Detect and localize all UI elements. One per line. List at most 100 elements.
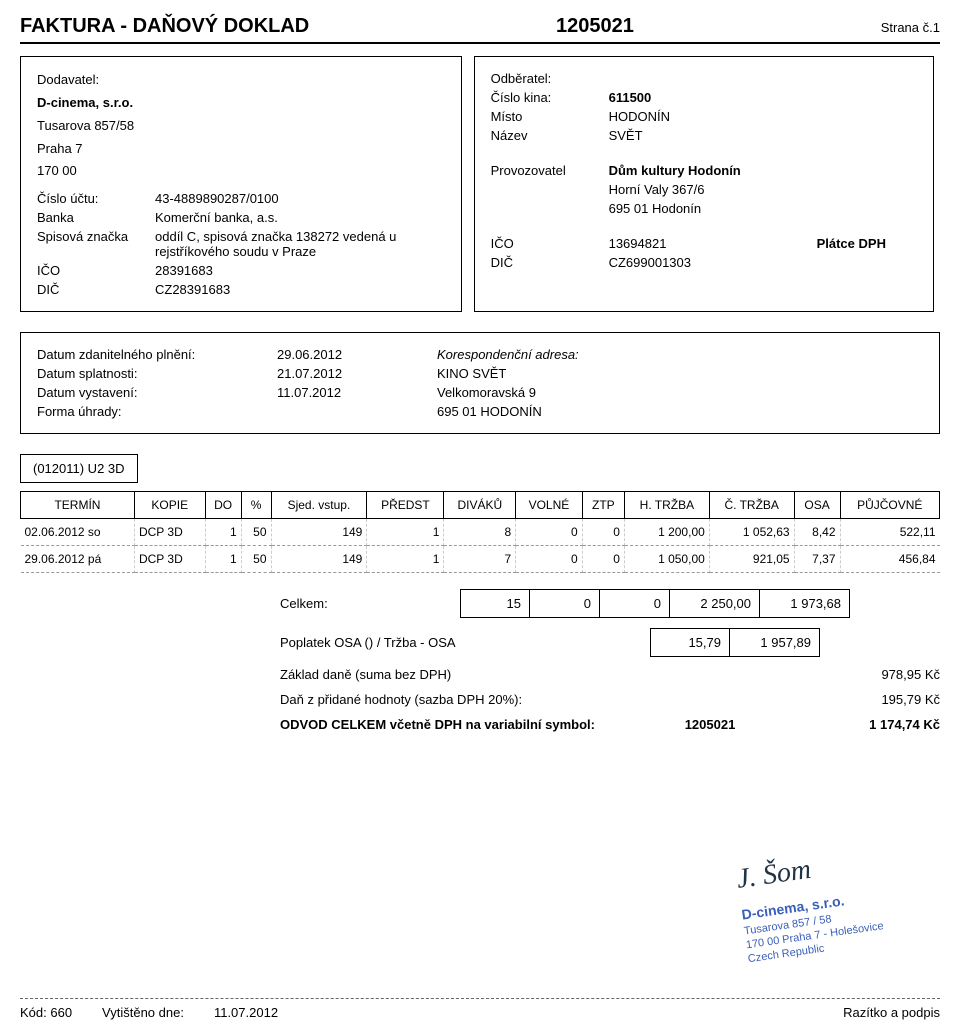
sup-ico-value: 28391683: [155, 263, 445, 278]
zaklad-value: 978,95 Kč: [700, 667, 940, 682]
sup-dic-label: DIČ: [37, 282, 147, 297]
table-cell: 522,11: [840, 519, 939, 546]
supplier-addr1: Tusarova 857/58: [37, 117, 445, 136]
table-cell: 50: [241, 546, 271, 573]
kino-label: Číslo kina:: [491, 90, 601, 105]
table-cell: DCP 3D: [134, 546, 205, 573]
cust-dic-value: CZ699001303: [609, 255, 809, 270]
doc-title: FAKTURA - DAŇOVÝ DOKLAD: [20, 15, 309, 38]
supplier-addr2: Praha 7: [37, 140, 445, 159]
prov-label: Provozovatel: [491, 163, 601, 178]
table-cell: 0: [516, 546, 582, 573]
splat-label: Datum splatnosti:: [37, 366, 237, 381]
line-items-table: TERMÍNKOPIEDO%Sjed. vstup.PŘEDSTDIVÁKŮVO…: [20, 491, 940, 573]
table-cell: 0: [582, 546, 624, 573]
celkem-v0: 15: [460, 589, 530, 618]
table-cell: 921,05: [709, 546, 794, 573]
platce-label: Plátce DPH: [817, 236, 917, 251]
col-header: Č. TRŽBA: [709, 492, 794, 519]
col-header: %: [241, 492, 271, 519]
osa-label: Poplatek OSA () / Tržba - OSA: [280, 635, 650, 650]
footer-tisk-value: 11.07.2012: [214, 1005, 278, 1020]
celkem-v2: 0: [600, 589, 670, 618]
parties-section: Dodavatel: D-cinema, s.r.o. Tusarova 857…: [20, 56, 940, 312]
table-cell: DCP 3D: [134, 519, 205, 546]
dates-box: Datum zdanitelného plnění: 29.06.2012 Ko…: [20, 332, 940, 434]
table-cell: 1 052,63: [709, 519, 794, 546]
col-header: Sjed. vstup.: [271, 492, 367, 519]
table-cell: 7: [444, 546, 516, 573]
file-value: oddíl C, spisová značka 138272 vedená u …: [155, 229, 445, 259]
col-header: TERMÍN: [21, 492, 135, 519]
celkem-v3: 2 250,00: [670, 589, 760, 618]
cust-addr2: 695 01 Hodonín: [609, 201, 809, 216]
cust-dic-label: DIČ: [491, 255, 601, 270]
page-label: Strana č.1: [881, 20, 940, 35]
celkem-v4: 1 973,68: [760, 589, 850, 618]
kor-line2: Velkomoravská 9: [437, 385, 697, 400]
supplier-name: D-cinema, s.r.o.: [37, 94, 445, 113]
cust-ico-value: 13694821: [609, 236, 809, 251]
table-cell: 1: [205, 519, 241, 546]
footer: Kód: 660 Vytištěno dne: 11.07.2012 Razít…: [20, 998, 940, 1020]
misto-label: Místo: [491, 109, 601, 124]
stamp: J. Šom D-cinema, s.r.o. Tusarova 857 / 5…: [735, 843, 887, 967]
col-header: DIVÁKŮ: [444, 492, 516, 519]
supplier-zip: 170 00: [37, 162, 445, 181]
table-cell: 29.06.2012 pá: [21, 546, 135, 573]
col-header: OSA: [794, 492, 840, 519]
osa-v1: 1 957,89: [730, 628, 820, 657]
table-cell: 456,84: [840, 546, 939, 573]
col-header: VOLNÉ: [516, 492, 582, 519]
col-header: H. TRŽBA: [624, 492, 709, 519]
supplier-box: Dodavatel: D-cinema, s.r.o. Tusarova 857…: [20, 56, 462, 312]
table-cell: 149: [271, 519, 367, 546]
table-cell: 7,37: [794, 546, 840, 573]
dan-row: Daň z přidané hodnoty (sazba DPH 20%): 1…: [280, 692, 940, 707]
celkem-label: Celkem:: [280, 596, 460, 611]
table-cell: 1: [367, 519, 444, 546]
table-cell: 1: [205, 546, 241, 573]
file-label: Spisová značka: [37, 229, 147, 259]
document-header: FAKTURA - DAŇOVÝ DOKLAD 1205021 Strana č…: [20, 15, 940, 44]
osa-row: Poplatek OSA () / Tržba - OSA 15,79 1 95…: [280, 628, 940, 657]
odvod-num: 1205021: [660, 717, 760, 732]
odvod-value: 1 174,74 Kč: [760, 717, 940, 732]
col-header: PŮJČOVNÉ: [840, 492, 939, 519]
col-header: ZTP: [582, 492, 624, 519]
table-cell: 0: [582, 519, 624, 546]
splat-value: 21.07.2012: [277, 366, 397, 381]
table-cell: 1 050,00: [624, 546, 709, 573]
footer-kod: Kód: 660: [20, 1005, 72, 1020]
stamp-area: J. Šom D-cinema, s.r.o. Tusarova 857 / 5…: [20, 852, 940, 957]
table-cell: 0: [516, 519, 582, 546]
account-value: 43-4889890287/0100: [155, 191, 445, 206]
kor-line1: KINO SVĚT: [437, 366, 697, 381]
dan-label: Daň z přidané hodnoty (sazba DPH 20%):: [280, 692, 700, 707]
odvod-label: ODVOD CELKEM včetně DPH na variabilní sy…: [280, 717, 660, 732]
sup-dic-value: CZ28391683: [155, 282, 445, 297]
celkem-row: Celkem: 15 0 0 2 250,00 1 973,68: [280, 589, 940, 618]
celkem-v1: 0: [530, 589, 600, 618]
sup-ico-label: IČO: [37, 263, 147, 278]
zdan-label: Datum zdanitelného plnění:: [37, 347, 237, 362]
account-label: Číslo účtu:: [37, 191, 147, 206]
table-cell: 1: [367, 546, 444, 573]
table-cell: 8: [444, 519, 516, 546]
customer-caption: Odběratel:: [491, 71, 601, 86]
table-row: 02.06.2012 soDCP 3D15014918001 200,001 0…: [21, 519, 940, 546]
zaklad-label: Základ daně (suma bez DPH): [280, 667, 700, 682]
zdan-value: 29.06.2012: [277, 347, 397, 362]
customer-box: Odběratel: Číslo kina: 611500 Místo HODO…: [474, 56, 934, 312]
odvod-row: ODVOD CELKEM včetně DPH na variabilní sy…: [280, 717, 940, 732]
table-row: 29.06.2012 páDCP 3D15014917001 050,00921…: [21, 546, 940, 573]
col-header: PŘEDST: [367, 492, 444, 519]
cust-addr1: Horní Valy 367/6: [609, 182, 809, 197]
bank-label: Banka: [37, 210, 147, 225]
doc-number: 1205021: [556, 15, 634, 38]
dan-value: 195,79 Kč: [700, 692, 940, 707]
footer-tisk-label: Vytištěno dne:: [102, 1005, 184, 1020]
movie-title-box: (012011) U2 3D: [20, 454, 138, 483]
nazev-value: SVĚT: [609, 128, 809, 143]
osa-v0: 15,79: [650, 628, 730, 657]
